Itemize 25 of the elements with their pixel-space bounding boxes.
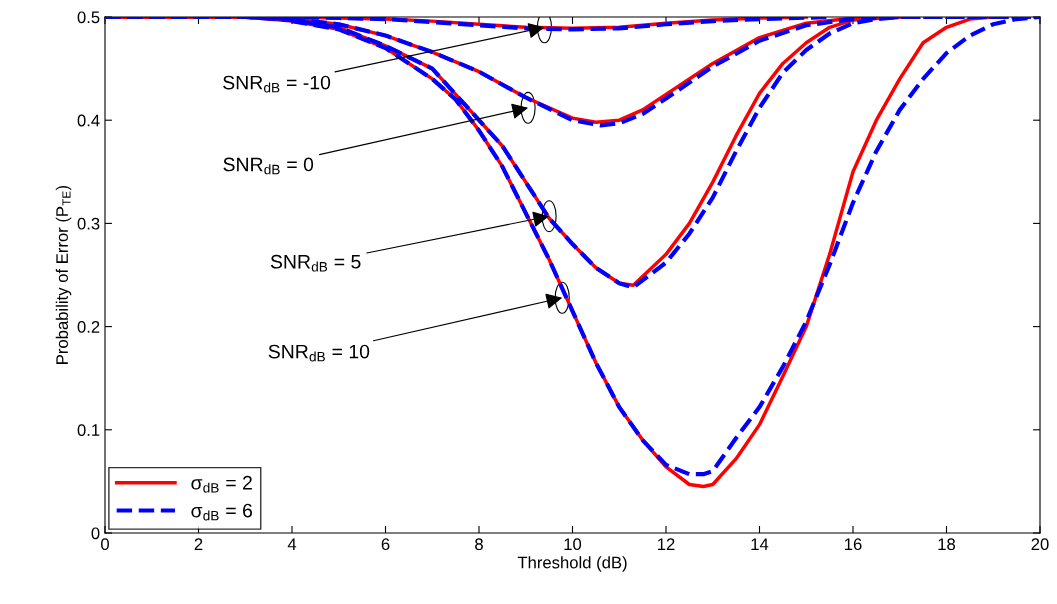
annotation: SNR$_{dB}$ = -10 [223, 75, 331, 93]
y-tick-label: 0 [91, 527, 100, 540]
legend-label: σ$_{dB}$ = 6 [191, 503, 253, 521]
x-tick-label: 14 [751, 538, 769, 550]
x-tick-label: 2 [194, 538, 203, 550]
x-tick-label: 0 [101, 538, 109, 551]
annotation: SNR$_{dB}$ = 0 [223, 157, 314, 175]
x-tick-label: 18 [938, 538, 956, 551]
x-tick-label: 16 [845, 538, 862, 551]
x-tick-label: 10 [564, 538, 582, 551]
x-tick-label: 20 [1031, 538, 1049, 551]
annotation: SNR$_{dB}$ = 10 [268, 344, 370, 362]
y-tick-label: 0.2 [77, 321, 100, 333]
y-tick-label: 0.3 [77, 217, 100, 230]
y-axis-title: Probability of Error (P$_{TE}$) [55, 185, 72, 364]
x-tick-label: 12 [658, 538, 675, 550]
y-tick-label: 0.4 [77, 114, 100, 127]
annotation: SNR$_{dB}$ = 5 [270, 254, 361, 272]
legend-label: σ$_{dB}$ = 2 [191, 475, 252, 493]
x-axis-title: Threshold (dB) [517, 556, 627, 572]
x-tick-label: 8 [475, 538, 483, 551]
x-tick-label: 4 [287, 538, 297, 550]
y-tick-label: 0.5 [77, 11, 100, 24]
y-tick-label: 0.1 [77, 424, 100, 436]
x-tick-label: 6 [381, 538, 390, 551]
